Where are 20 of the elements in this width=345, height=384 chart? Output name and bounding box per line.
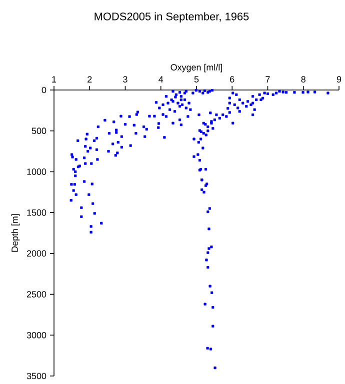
x-tick-label: 1 — [52, 76, 56, 82]
y-axis-title: Depth [m] — [11, 214, 20, 252]
y-tick-label: 1500 — [27, 209, 46, 216]
x-tick-label: 3 — [123, 76, 128, 82]
y-tick-label: 3000 — [26, 332, 46, 338]
y-tick-label: 0 — [42, 86, 46, 94]
y-tick-label: 2500 — [26, 291, 46, 298]
x-axis-title: Oxygen [ml/l] — [170, 64, 222, 72]
x-tick-label: 6 — [230, 76, 234, 82]
x-tick-label: 2 — [88, 76, 92, 82]
y-tick-label: 3500 — [26, 372, 46, 380]
x-tick-label: 8 — [301, 76, 306, 82]
chart-title: MODS2005 in September, 1965 — [94, 12, 249, 22]
y-tick-label: 2000 — [26, 250, 46, 257]
x-tick-label: 4 — [158, 76, 164, 82]
y-tick-label: 1000 — [27, 168, 46, 175]
x-tick-label: 5 — [194, 76, 199, 82]
y-tick-label: 500 — [32, 128, 46, 134]
x-tick-label: 9 — [336, 76, 342, 82]
x-tick-label: 7 — [266, 76, 270, 82]
